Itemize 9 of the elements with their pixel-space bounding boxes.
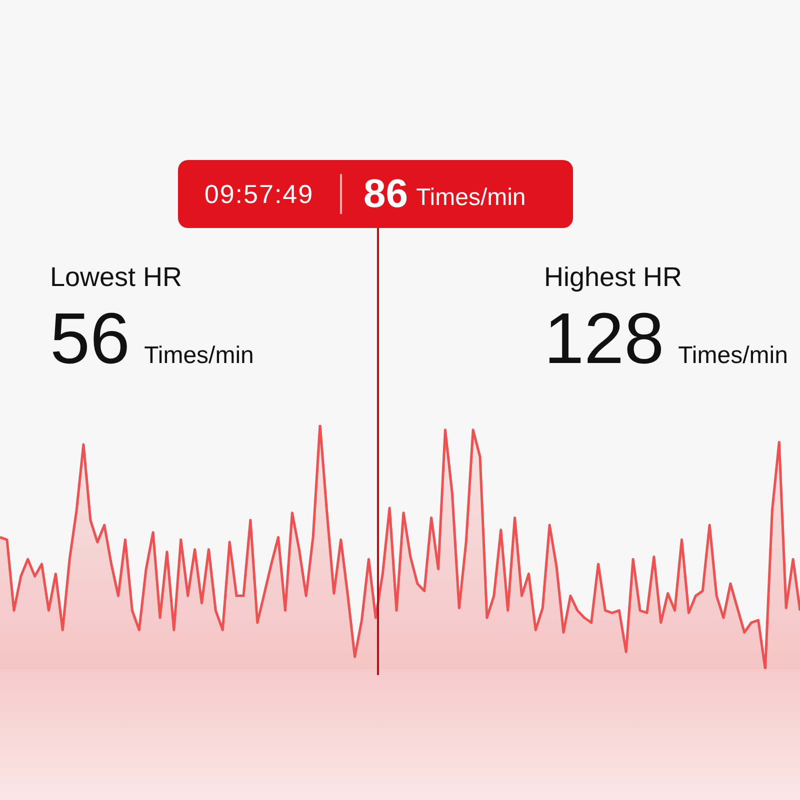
text: Times/min: [416, 184, 526, 212]
text: 128: [544, 299, 664, 379]
text: Highest HR: [544, 262, 684, 293]
text: Times/min: [678, 342, 788, 370]
text: 86: [364, 172, 408, 216]
text: Times/min: [144, 342, 254, 370]
text: 09:57:49: [203, 178, 315, 210]
text: 56: [50, 299, 130, 379]
text: Lowest HR: [50, 262, 184, 293]
